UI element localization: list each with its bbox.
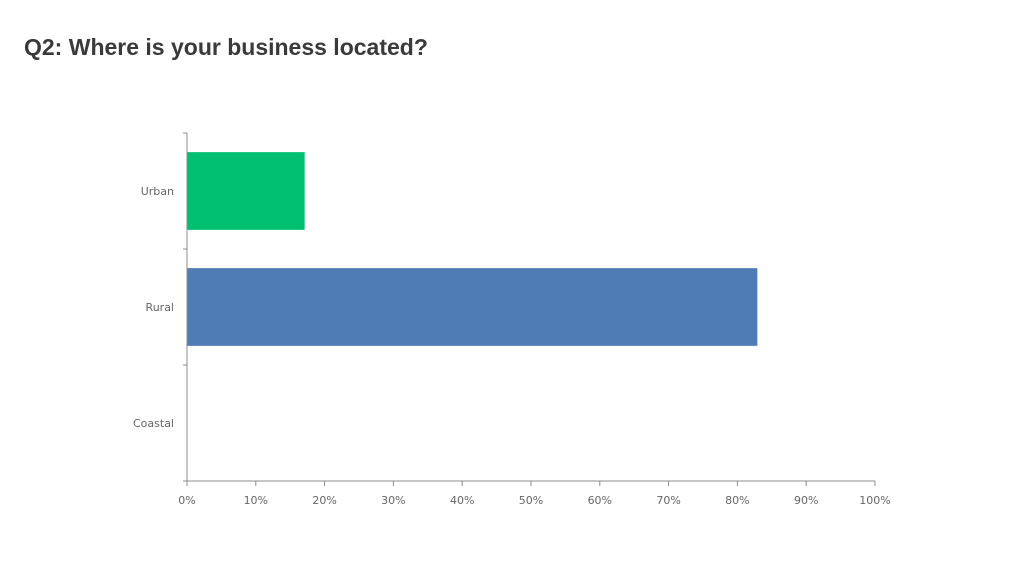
bar-rural xyxy=(187,268,758,346)
x-tick-label: 30% xyxy=(381,494,405,507)
category-labels-group: Urban Rural Coastal xyxy=(133,185,174,430)
tick-labels-group: 0% 10% 20% 30% 40% 50% 60% 70% 80% 90% 100% xyxy=(178,494,890,507)
x-tick-label: 40% xyxy=(450,494,474,507)
x-tick-label: 80% xyxy=(725,494,749,507)
x-tick-label: 60% xyxy=(588,494,612,507)
x-tick-label: 20% xyxy=(312,494,336,507)
x-tick-label: 70% xyxy=(656,494,680,507)
bar-urban xyxy=(187,152,305,230)
chart-title: Q2: Where is your business located? xyxy=(24,34,428,60)
axes-group xyxy=(183,132,876,486)
x-tick-label: 100% xyxy=(859,494,890,507)
category-label-rural: Rural xyxy=(146,301,174,314)
x-tick-label: 50% xyxy=(519,494,543,507)
x-tick-label: 90% xyxy=(794,494,818,507)
x-tick-label: 0% xyxy=(178,494,195,507)
category-label-coastal: Coastal xyxy=(133,417,174,430)
category-label-urban: Urban xyxy=(141,185,174,198)
bars-group xyxy=(187,152,758,346)
x-tick-label: 10% xyxy=(244,494,268,507)
